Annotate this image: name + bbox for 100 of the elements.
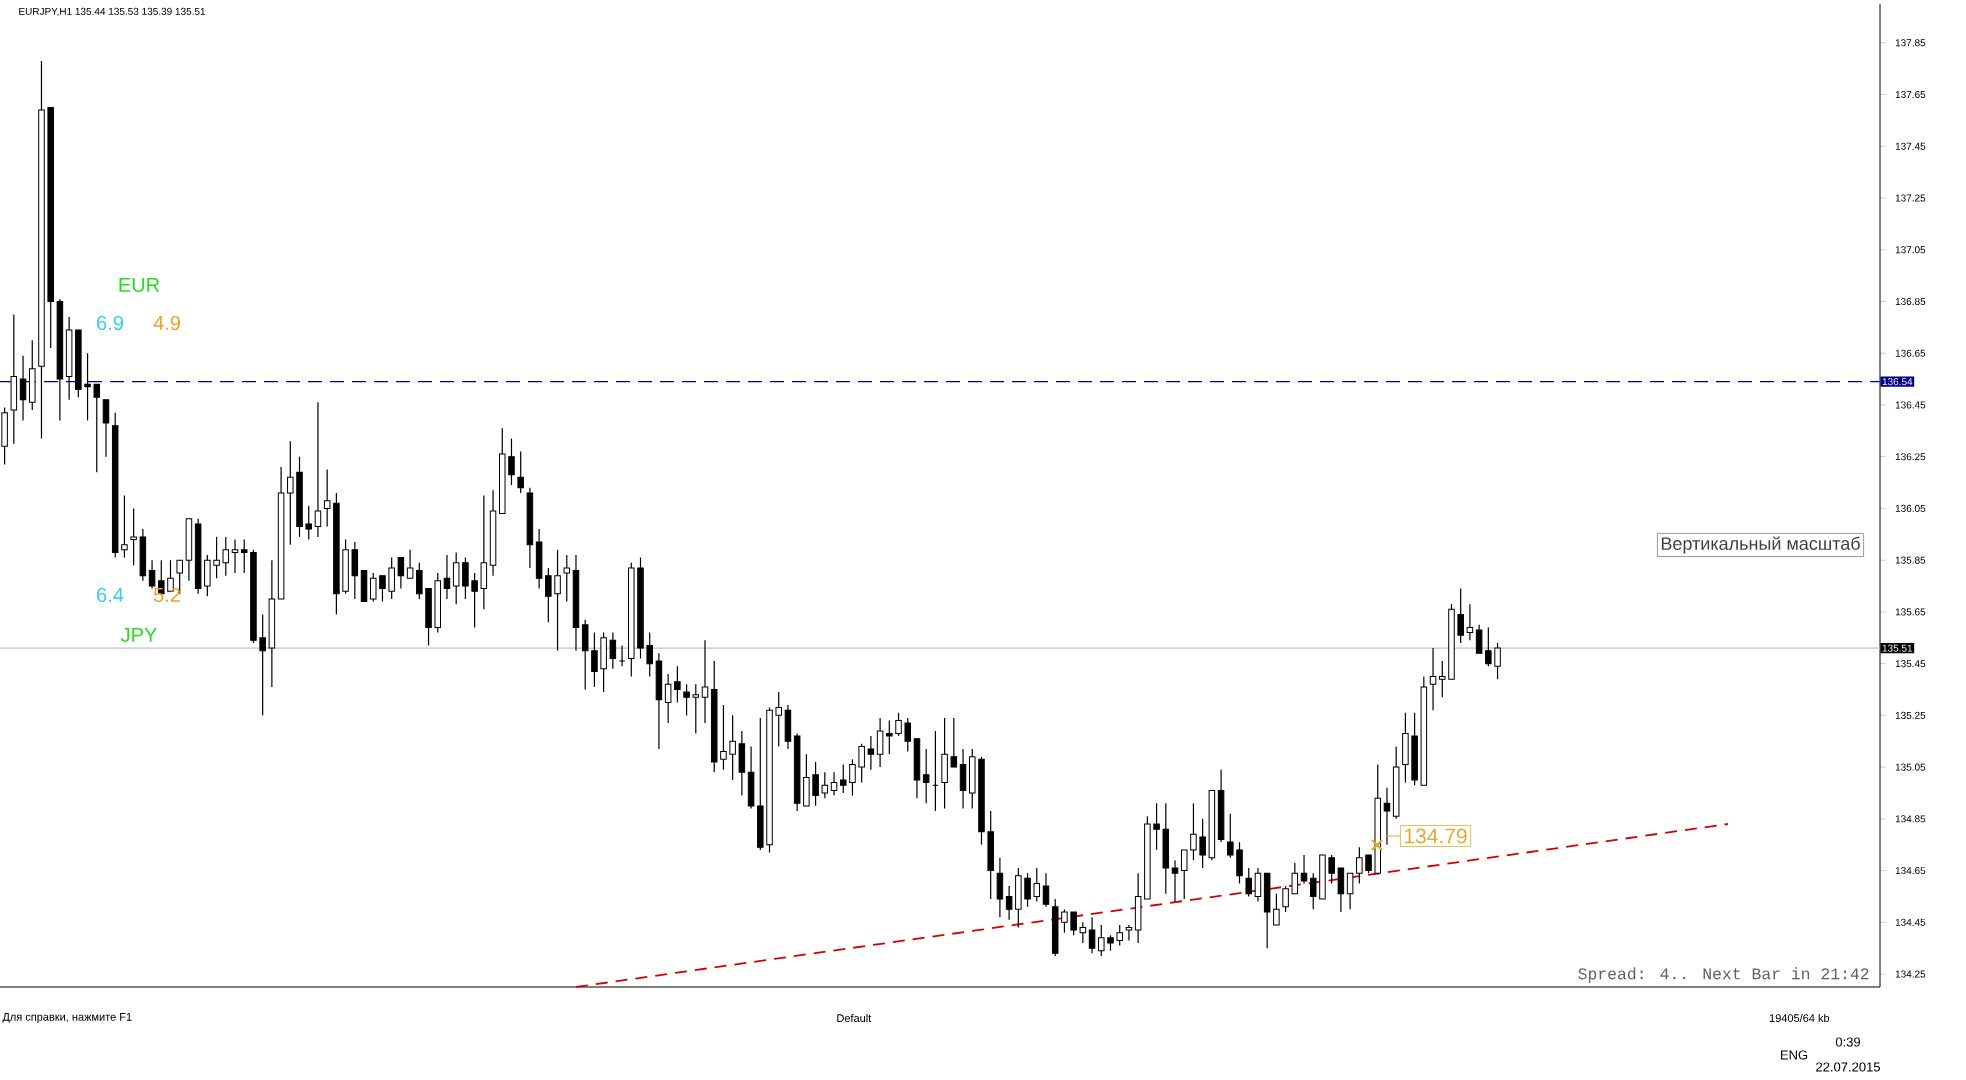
candlestick — [1171, 859, 1179, 903]
candlestick — [397, 556, 405, 590]
annotation: Spread: 4.. Next Bar in 21:42 — [1578, 967, 1869, 983]
candlestick — [867, 735, 875, 771]
candlestick — [729, 714, 736, 781]
candlestick — [858, 743, 865, 784]
candlestick — [821, 771, 829, 799]
candlestick — [1457, 588, 1464, 644]
candlestick — [508, 437, 515, 486]
candlestick — [1356, 846, 1363, 885]
candlestick — [323, 469, 331, 528]
candlestick — [452, 551, 460, 605]
candlestick — [1125, 924, 1133, 942]
text: 0:39 — [1835, 1037, 1861, 1047]
candlestick — [388, 556, 395, 600]
candlestick — [1061, 908, 1068, 934]
candlestick — [1439, 660, 1446, 698]
candlestick — [102, 399, 110, 458]
annotation: 6.4 — [97, 587, 124, 603]
candlestick — [674, 665, 681, 704]
y-tick-label: 137.85 — [1895, 39, 1926, 47]
candlestick — [1282, 885, 1289, 913]
y-tick-label: 137.65 — [1895, 90, 1926, 99]
candlestick — [1098, 924, 1105, 957]
y-tick-label: 137.25 — [1895, 194, 1926, 202]
chart-title: EURJPY,H1 135.44 135.53 135.39 135.51 — [19, 7, 206, 17]
candlestick — [646, 631, 653, 678]
candlestick — [683, 683, 690, 716]
candlestick — [1033, 867, 1041, 903]
y-tick-label: 136.45 — [1895, 401, 1926, 409]
candlestick — [379, 575, 386, 603]
candlestick — [1254, 867, 1262, 903]
candlestick — [1116, 924, 1123, 947]
candlestick — [1475, 624, 1483, 654]
candlestick — [904, 717, 912, 753]
candlestick — [1309, 872, 1317, 910]
candlestick — [213, 536, 220, 579]
candlestick — [1291, 862, 1299, 895]
candlestick — [1153, 802, 1160, 851]
candlestick — [545, 567, 552, 623]
candlestick — [618, 644, 626, 667]
candlestick — [563, 554, 571, 603]
y-tick-label: 137.05 — [1895, 246, 1926, 254]
y-tick-label: 136.85 — [1895, 297, 1926, 306]
annotation: 4.9 — [153, 315, 180, 331]
candlestick — [1328, 854, 1335, 885]
y-tick-label: 134.85 — [1895, 815, 1926, 823]
candlestick — [692, 683, 700, 735]
candlestick — [609, 631, 617, 670]
candlestick — [259, 613, 266, 716]
candlestick — [1300, 854, 1308, 885]
candlestick — [314, 401, 322, 538]
y-tick-label: 137.45 — [1895, 142, 1926, 150]
annotation: EUR — [119, 277, 160, 292]
candlestick — [775, 691, 782, 748]
candlestick — [591, 631, 598, 688]
candlestick — [950, 717, 958, 768]
candlestick — [517, 450, 524, 494]
candlestick — [93, 383, 101, 473]
annotation: 134.79 — [1405, 828, 1467, 844]
text: Для справки, нажмите F1 — [2, 1013, 132, 1023]
candlestick — [664, 673, 672, 724]
ref-line-label: 136.54 — [1882, 378, 1913, 386]
candlestick — [1245, 867, 1252, 898]
candlestick — [443, 554, 451, 600]
candlestick — [1383, 787, 1391, 846]
candlestick — [554, 549, 561, 652]
candlestick — [886, 719, 893, 755]
candlestick — [1042, 872, 1050, 908]
candlestick — [922, 748, 930, 804]
annotation: 5.2 — [153, 587, 180, 603]
candlestick — [471, 572, 478, 629]
candlestick — [369, 572, 377, 603]
text: ENG — [1780, 1050, 1808, 1060]
candlestick — [812, 761, 819, 807]
candlestick — [1199, 818, 1206, 869]
y-tick-label: 135.25 — [1895, 711, 1926, 719]
candlestick — [84, 352, 91, 422]
candlestick — [839, 763, 847, 794]
text: 22.07.2015 — [1816, 1062, 1880, 1072]
annotation: JPY — [120, 628, 157, 642]
candlestick — [19, 355, 27, 422]
candlestick — [148, 559, 156, 590]
candlestick — [1227, 813, 1234, 859]
candlestick — [849, 758, 856, 797]
candlestick — [231, 538, 239, 574]
candlestick — [720, 704, 727, 771]
candlestick — [406, 549, 414, 579]
y-tick-label: 135.05 — [1895, 763, 1926, 771]
candlestick — [416, 562, 423, 600]
candlestick — [1429, 647, 1437, 711]
y-tick-label: 134.45 — [1895, 918, 1926, 926]
candlestick — [1365, 854, 1372, 874]
candlestick — [121, 494, 128, 559]
candlestick — [1273, 893, 1280, 926]
candlestick — [1005, 885, 1013, 921]
candlestick — [1079, 921, 1087, 944]
candlestick — [222, 536, 230, 577]
y-tick-label: 134.25 — [1895, 970, 1926, 978]
candlestick — [701, 639, 709, 724]
